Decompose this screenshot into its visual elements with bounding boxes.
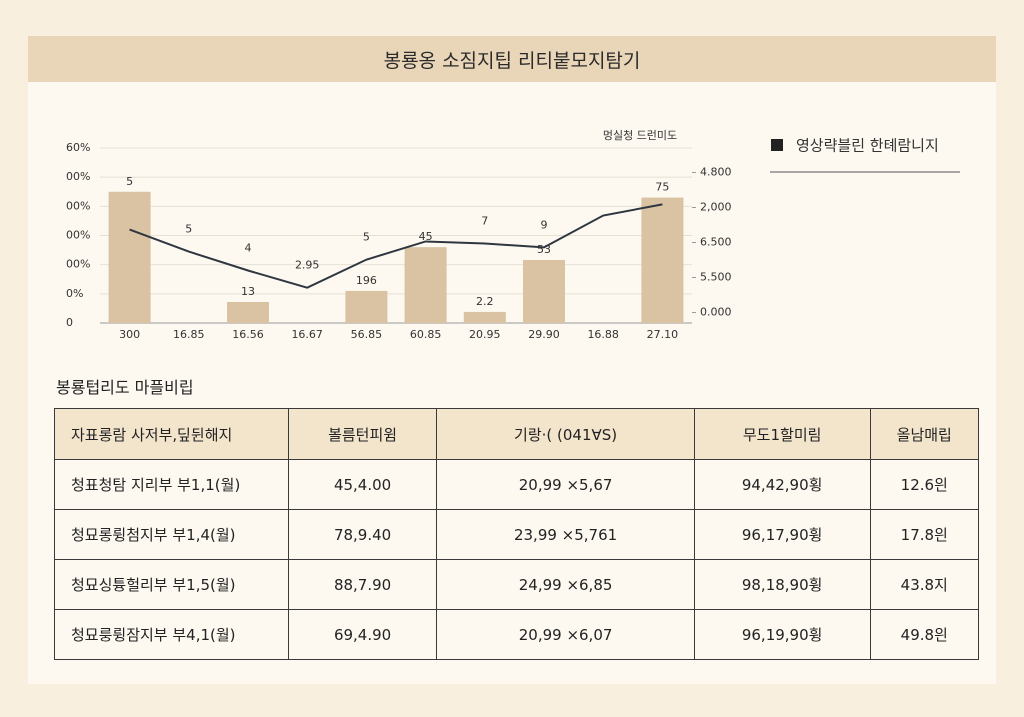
header-cell: 올남매립	[869, 408, 980, 460]
table-cell: 청묘싱튱헐리부 부1,5(월)	[54, 559, 289, 610]
table-cell: 23,99 ×5,761	[436, 509, 695, 560]
y2-tick-label: 0.000	[700, 306, 732, 319]
legend-swatch	[771, 139, 783, 151]
bar	[227, 302, 269, 323]
chart: 멍실청 드런미도 영상략블린 한톄람니지 00%00%00%00%00%60%0…	[66, 129, 960, 341]
table-cell: 69,4.90	[287, 609, 438, 660]
y-tick-label: 00%	[66, 170, 90, 183]
x-tick-label: 300	[119, 328, 140, 341]
legend-label: 영상략블린 한톄람니지	[796, 137, 939, 155]
line-label: 5	[185, 223, 192, 236]
table-row: 청묘싱튱헐리부 부1,5(월) 88,7.90 24,99 ×6,85 98,18,9…	[54, 559, 980, 610]
x-tick-label: 20.95	[469, 328, 501, 341]
table-cell: 98,18,90휭	[693, 559, 871, 610]
header-cell: 볼름턴피윔	[287, 408, 438, 460]
table-cell: 45,4.00	[287, 459, 438, 510]
table-cell: 20,99 ×6,07	[436, 609, 695, 660]
x-tick-label: 16.85	[173, 328, 205, 341]
bar	[108, 191, 151, 323]
header-title: 봉룡옹 소짐지팁 리티붙모지탐기	[28, 36, 996, 82]
table-row: 청묘롱륑첨지부 부1,4(월) 78,9.40 23,99 ×5,761 96,17,…	[54, 509, 980, 560]
line	[129, 203, 663, 289]
bar-label: 75	[655, 181, 669, 194]
table-row: 청묘룽륑잠지부 부4,1(월) 69,4.90 20,99 ×6,07 96,19,9…	[54, 609, 980, 660]
table-cell: 청묘롱륑첨지부 부1,4(월)	[54, 509, 289, 560]
table-header: 자표롱람 사저부,딮뒨해지 볼름턴피윔 기랑·( (041∀S) 무도1할미림 올남매립	[54, 408, 980, 460]
y-tick-label: 60%	[66, 141, 90, 154]
x-tick-label: 16.67	[291, 328, 323, 341]
bar	[404, 247, 447, 323]
line-label: 2.95	[295, 259, 320, 272]
bar-label: 45	[419, 230, 433, 243]
x-tick-label: 60.85	[410, 328, 442, 341]
table-cell: 청표청탐 지리부 부1,1(월)	[54, 459, 289, 510]
table-cell: 12.6읜	[869, 459, 980, 510]
line-label: 4	[245, 242, 252, 255]
table-row: 청표청탐 지리부 부1,1(월) 45,4.00 20,99 ×5,67 94,42,…	[54, 459, 980, 510]
bar-label: 196	[356, 274, 377, 287]
line-label: 7	[481, 215, 488, 228]
y2-tick-label: 5.500	[700, 271, 732, 284]
x-tick-label: 56.85	[351, 328, 383, 341]
header-cell: 무도1할미림	[693, 408, 871, 460]
line-label: 9	[541, 218, 548, 231]
table-cell: 청묘룽륑잠지부 부4,1(월)	[54, 609, 289, 660]
x-tick-label: 29.90	[528, 328, 560, 341]
table-cell: 20,99 ×5,67	[436, 459, 695, 510]
header-cell: 자표롱람 사저부,딮뒨해지	[54, 408, 289, 460]
x-tick-label: 27.10	[647, 328, 679, 341]
bar-label: 13	[241, 285, 255, 298]
header-cell: 기랑·( (041∀S)	[436, 408, 695, 460]
section-title: 봉룡텁리도 마플비립	[56, 378, 194, 397]
x-tick-label: 16.88	[587, 328, 619, 341]
y-tick-label: 00%	[66, 199, 90, 212]
y2-axis-label: 멍실청 드런미도	[603, 129, 677, 142]
bar-label: 5	[126, 175, 133, 188]
line-label: 5	[363, 231, 370, 244]
y2-tick-label: 2,000	[700, 201, 732, 214]
y-tick-label: 00%	[66, 258, 90, 271]
table-cell: 78,9.40	[287, 509, 438, 560]
y-tick-label: 0	[66, 316, 73, 329]
table-cell: 24,99 ×6,85	[436, 559, 695, 610]
bar	[641, 197, 684, 323]
table-cell: 43.8지	[869, 559, 980, 610]
x-tick-label: 16.56	[232, 328, 264, 341]
y2-tick-label: 6.500	[700, 236, 732, 249]
table-cell: 94,42,90횡	[693, 459, 871, 510]
table-cell: 17.8읜	[869, 509, 980, 560]
bar	[523, 260, 565, 323]
bar	[345, 290, 388, 323]
y-tick-label: 00%	[66, 229, 90, 242]
table-cell: 49.8읜	[869, 609, 980, 660]
table-cell: 96,19,90휭	[693, 609, 871, 660]
table-cell: 96,17,90휭	[693, 509, 871, 560]
y-tick-label: 0%	[66, 287, 83, 300]
bar	[463, 311, 506, 323]
y2-tick-label: 4.800	[700, 166, 732, 179]
table: 자표롱람 사저부,딮뒨해지 볼름턴피윔 기랑·( (041∀S) 무도1할미림 올남매립…	[54, 408, 980, 660]
bar-label: 2.2	[476, 295, 494, 308]
table-cell: 88,7.90	[287, 559, 438, 610]
